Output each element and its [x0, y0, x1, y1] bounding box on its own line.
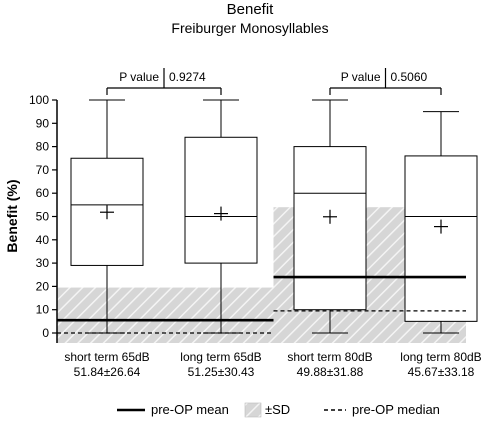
legend-median-label: pre-OP median: [352, 402, 440, 417]
reference-lines: [57, 275, 466, 334]
y-tick-label: 60: [36, 186, 50, 200]
box: [404, 155, 478, 322]
y-tick-label: 40: [36, 233, 50, 247]
category-stat-label: 51.84±26.64: [74, 365, 141, 379]
y-tick-label: 80: [36, 140, 50, 154]
sd-band: [57, 287, 274, 343]
y-tick-label: 10: [36, 303, 50, 317]
legend-sd-label: ±SD: [265, 402, 290, 417]
category-stat-label: 51.25±30.43: [188, 365, 255, 379]
p-value-number: 0.9274: [169, 70, 206, 84]
box: [184, 136, 258, 264]
x-tick-label: long term 65dB: [180, 350, 261, 364]
y-tick-label: 20: [36, 279, 50, 293]
box: [293, 146, 367, 311]
legend: pre-OP mean ±SD pre-OP median: [117, 402, 440, 418]
x-tick-label: short term 80dB: [287, 350, 372, 364]
box-series: [70, 99, 478, 334]
p-value-label: P value: [341, 70, 381, 84]
legend-mean-label: pre-OP mean: [151, 402, 229, 417]
x-tick-label: long term 80dB: [400, 350, 481, 364]
p-value-annotations: P value 0.9274 P value 0.5060: [106, 68, 442, 95]
y-tick-label: 30: [36, 256, 50, 270]
y-axis: 0 10 20 30 40 50 60 70 80 90 100: [29, 93, 58, 343]
y-axis-label: Benefit (%): [4, 179, 20, 252]
y-tick-label: 70: [36, 163, 50, 177]
chart-title: Benefit: [227, 1, 275, 18]
p-value-label: P value: [119, 70, 159, 84]
p-value-number: 0.5060: [391, 70, 428, 84]
legend-sd-swatch: [244, 402, 262, 418]
x-tick-label: short term 65dB: [64, 350, 149, 364]
y-tick-label: 100: [29, 93, 49, 107]
category-stat-label: 49.88±31.88: [297, 365, 364, 379]
y-tick-label: 50: [36, 210, 50, 224]
y-tick-label: 90: [36, 116, 50, 130]
chart-subtitle: Freiburger Monosyllables: [171, 20, 328, 36]
y-tick-label: 0: [42, 326, 49, 340]
category-stat-label: 45.67±33.18: [408, 365, 475, 379]
